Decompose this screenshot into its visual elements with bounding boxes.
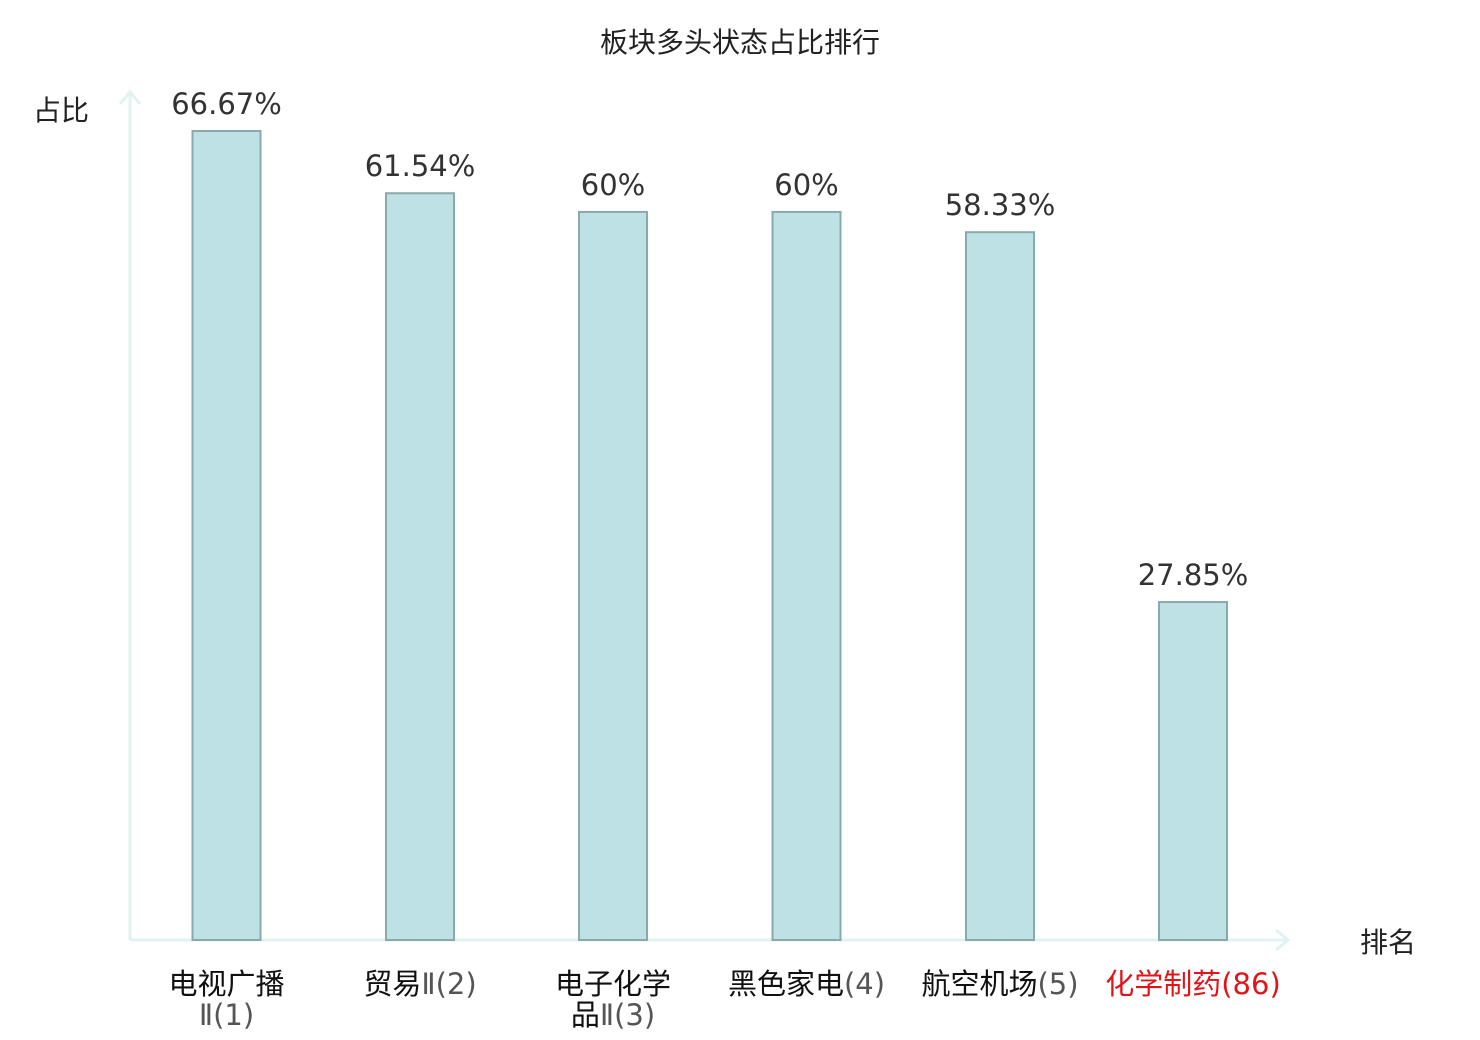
category-text-5: 航空机场(5)	[921, 967, 1078, 1001]
category-name-1: 电视广播	[168, 967, 284, 1001]
y-axis-arrow	[118, 89, 142, 105]
category-label-6: 化学制药(86)	[1105, 967, 1281, 1001]
category-rank-1: Ⅱ(1)	[199, 998, 254, 1032]
bar-1	[191, 130, 262, 941]
category-text-4: 黑色家电(4)	[728, 967, 885, 1001]
bar-4	[771, 210, 842, 941]
category-label-4: 黑色家电(4)	[728, 967, 885, 1001]
axes	[118, 89, 1291, 952]
value-labels: 66.67% 61.54% 60% 60% 58.33% 27.85%	[171, 87, 1248, 592]
category-label-5: 航空机场(5)	[921, 967, 1078, 1001]
y-axis-label: 占比	[33, 94, 89, 127]
bars	[191, 130, 1228, 941]
category-name-3: 电子化学	[555, 967, 671, 1001]
chart-title: 板块多头状态占比排行	[600, 26, 880, 59]
bar-5	[965, 231, 1035, 941]
x-axis-label: 排名	[1360, 926, 1416, 959]
value-label-5: 58.33%	[945, 188, 1056, 222]
category-text-6: 化学制药(86)	[1105, 967, 1281, 1001]
bar-2	[385, 192, 455, 941]
value-label-6: 27.85%	[1138, 558, 1249, 592]
value-label-2: 61.54%	[365, 149, 476, 183]
value-label-4: 60%	[774, 168, 838, 202]
category-label-2: 贸易Ⅱ(2)	[363, 967, 476, 1001]
category-rank-3: 品Ⅱ(3)	[571, 998, 655, 1032]
x-axis-arrow	[1275, 928, 1291, 952]
bar-3	[578, 210, 648, 941]
category-text-2: 贸易Ⅱ(2)	[363, 967, 476, 1001]
value-label-1: 66.67%	[171, 87, 282, 121]
value-label-3: 60%	[581, 168, 645, 202]
bar-6	[1158, 601, 1228, 941]
